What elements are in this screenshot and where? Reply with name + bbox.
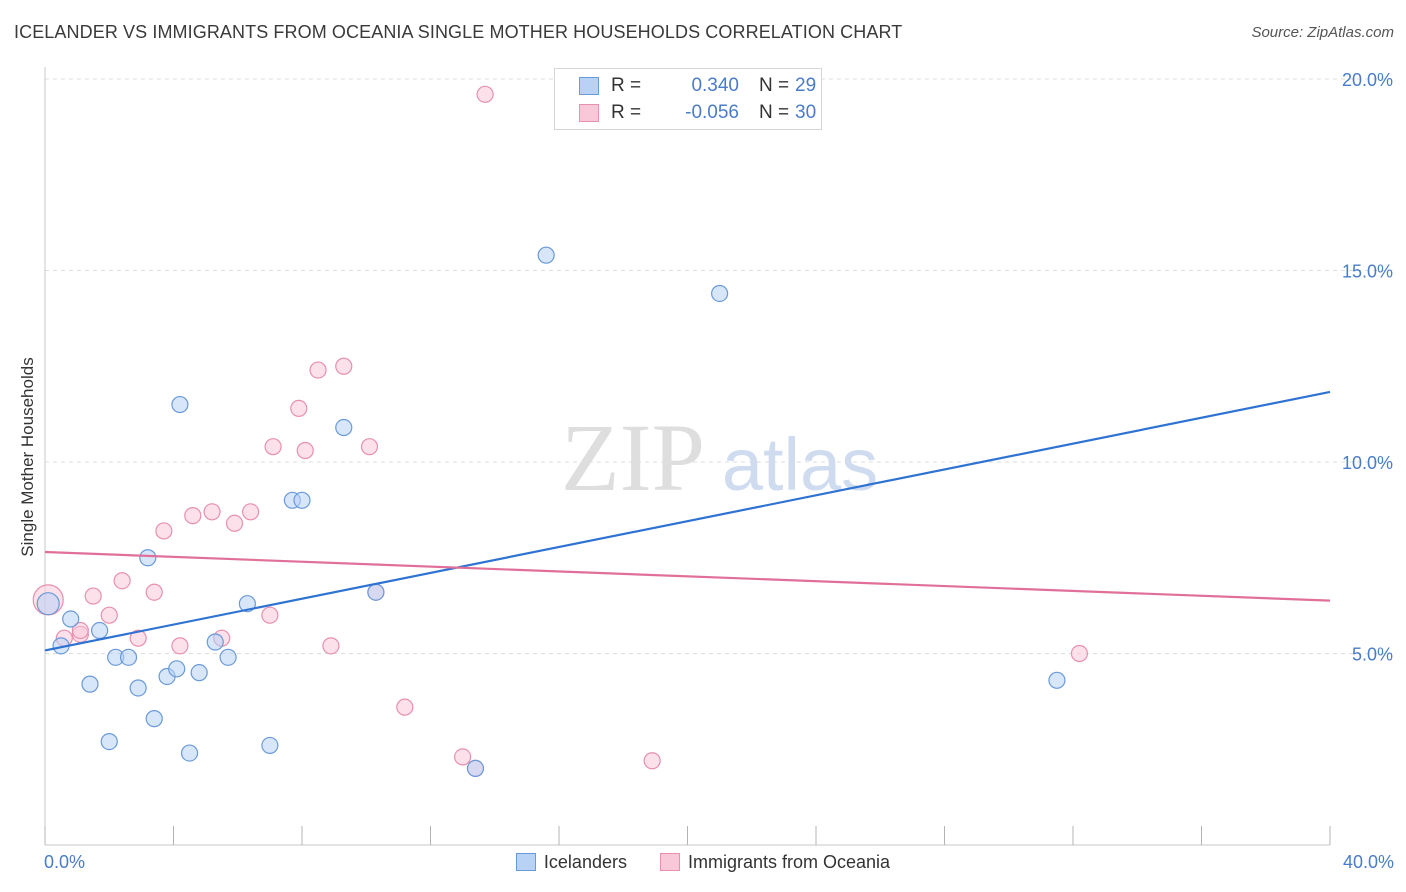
icelander-point <box>261 736 279 755</box>
oceania-point <box>476 85 494 103</box>
x-tick-label-min: 0.0% <box>44 852 86 872</box>
oceania-point <box>203 503 221 521</box>
n-label: N = <box>759 102 790 123</box>
oceania-point <box>290 399 308 417</box>
y-tick-label: 5.0% <box>1352 645 1393 665</box>
icelander-point <box>1048 671 1066 689</box>
watermark: ZIP atlas <box>561 404 878 511</box>
series-icelanders-points <box>36 246 1066 778</box>
oceania-point <box>242 503 260 521</box>
icelander-point <box>81 675 99 693</box>
oceania-point <box>360 438 379 456</box>
oceania-point <box>322 637 340 655</box>
oceania-point <box>155 522 173 540</box>
x-tick-label-max: 40.0% <box>1342 852 1394 872</box>
r-label: R = <box>611 102 642 123</box>
watermark-atlas: atlas <box>722 423 878 506</box>
oceania-point <box>396 698 414 716</box>
gridlines <box>45 78 1392 654</box>
n-value: 29 <box>795 75 817 96</box>
r-value: 0.340 <box>691 75 739 96</box>
oceania-point <box>145 583 163 601</box>
stats-box: R = 0.340 N = 29 R = -0.056 N = 30 <box>554 68 822 130</box>
r-label: R = <box>611 75 642 96</box>
y-tick-label: 20.0% <box>1342 70 1393 90</box>
icelander-point <box>129 679 147 697</box>
oceania-point <box>71 621 89 640</box>
icelander-point <box>190 664 208 682</box>
legend-label: Immigrants from Oceania <box>688 852 891 872</box>
y-axis-label: Single Mother Households <box>18 357 37 557</box>
icelander-point <box>145 710 163 728</box>
icelander-point <box>36 592 60 616</box>
oceania-point <box>335 357 353 375</box>
watermark-zip: ZIP <box>561 404 705 511</box>
icelander-point <box>180 744 199 762</box>
axes <box>44 67 1331 846</box>
source-label: Source: ZipAtlas.com <box>1251 24 1394 41</box>
oceania-swatch <box>660 853 680 871</box>
oceania-point <box>264 438 282 456</box>
icelander-point <box>100 732 118 751</box>
oceania-point <box>113 572 131 590</box>
oceania-point <box>1070 644 1089 663</box>
oceania-point <box>225 514 244 532</box>
oceania-point <box>643 752 661 770</box>
legend-label: Icelanders <box>543 852 627 872</box>
icelander-point <box>219 648 237 666</box>
trendlines <box>44 390 1331 652</box>
y-tick-label: 10.0% <box>1342 453 1393 473</box>
oceania-point <box>454 748 472 766</box>
oceania-swatch <box>579 104 599 122</box>
y-tick-labels: 5.0% 10.0% 15.0% 20.0% <box>1342 70 1393 665</box>
r-value: -0.056 <box>685 102 739 123</box>
icelander-point <box>119 648 138 666</box>
icelander-point <box>537 246 555 264</box>
n-value: 30 <box>795 102 817 123</box>
icelander-point <box>168 660 186 678</box>
oceania-point <box>309 361 327 379</box>
oceania-trendline <box>44 550 1331 602</box>
icelander-point <box>62 610 80 628</box>
legend-item-oceania[interactable]: Immigrants from Oceania <box>660 852 890 873</box>
icelander-point <box>206 633 224 651</box>
legend-item-icelanders[interactable]: Icelanders <box>515 852 627 873</box>
oceania-point <box>100 606 118 624</box>
icelander-point <box>335 418 353 437</box>
icelander-point <box>139 549 157 567</box>
n-label: N = <box>759 75 790 96</box>
oceania-point <box>171 637 189 655</box>
icelander-point <box>711 284 729 303</box>
oceania-point <box>184 507 202 525</box>
y-tick-label: 15.0% <box>1342 262 1393 282</box>
icelander-point <box>171 395 189 414</box>
icelanders-trendline <box>44 390 1331 652</box>
icelander-point <box>238 595 256 613</box>
icelander-point <box>293 491 311 509</box>
chart-title: ICELANDER VS IMMIGRANTS FROM OCEANIA SIN… <box>14 22 903 42</box>
icelanders-swatch <box>579 77 599 95</box>
icelander-point <box>466 759 485 778</box>
icelander-point <box>367 583 385 601</box>
oceania-point <box>84 587 102 605</box>
icelander-point <box>91 621 109 640</box>
icelanders-swatch <box>515 853 536 871</box>
oceania-point <box>129 629 147 647</box>
oceania-point <box>296 441 314 460</box>
oceania-point <box>261 606 279 624</box>
legend: Icelanders Immigrants from Oceania <box>0 852 1406 873</box>
